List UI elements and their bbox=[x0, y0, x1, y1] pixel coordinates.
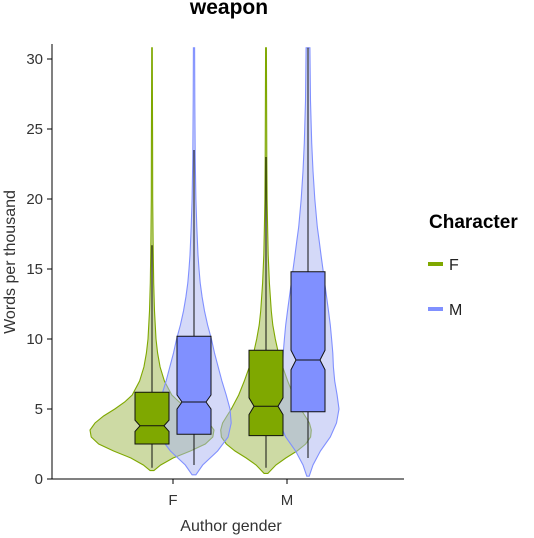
y-tick-label-0: 0 bbox=[35, 471, 43, 488]
legend-label-M: M bbox=[449, 302, 462, 319]
y-tick-label-10: 10 bbox=[26, 331, 43, 348]
axes: 0 5 10 15 20 25 30 F M bbox=[26, 44, 404, 509]
box-M-F bbox=[176, 335, 212, 435]
box-M-M bbox=[290, 271, 326, 413]
y-axis-label: Words per thousand bbox=[2, 190, 19, 334]
legend-label-F: F bbox=[449, 257, 459, 274]
y-tick-label-15: 15 bbox=[26, 261, 43, 278]
box-F-M bbox=[248, 349, 284, 437]
x-tick-label-M: M bbox=[281, 492, 294, 509]
legend-title: Character bbox=[429, 212, 518, 233]
chart-title: weapon bbox=[189, 0, 268, 19]
y-tick-label-25: 25 bbox=[26, 121, 43, 138]
x-tick-label-F: F bbox=[168, 492, 177, 509]
plot-area bbox=[89, 47, 340, 477]
box-F-F bbox=[134, 391, 170, 445]
y-tick-label-30: 30 bbox=[26, 51, 43, 68]
x-axis-label: Author gender bbox=[180, 518, 282, 535]
legend: Character F M bbox=[428, 212, 518, 319]
y-tick-label-20: 20 bbox=[26, 191, 43, 208]
y-tick-label-5: 5 bbox=[35, 401, 43, 418]
